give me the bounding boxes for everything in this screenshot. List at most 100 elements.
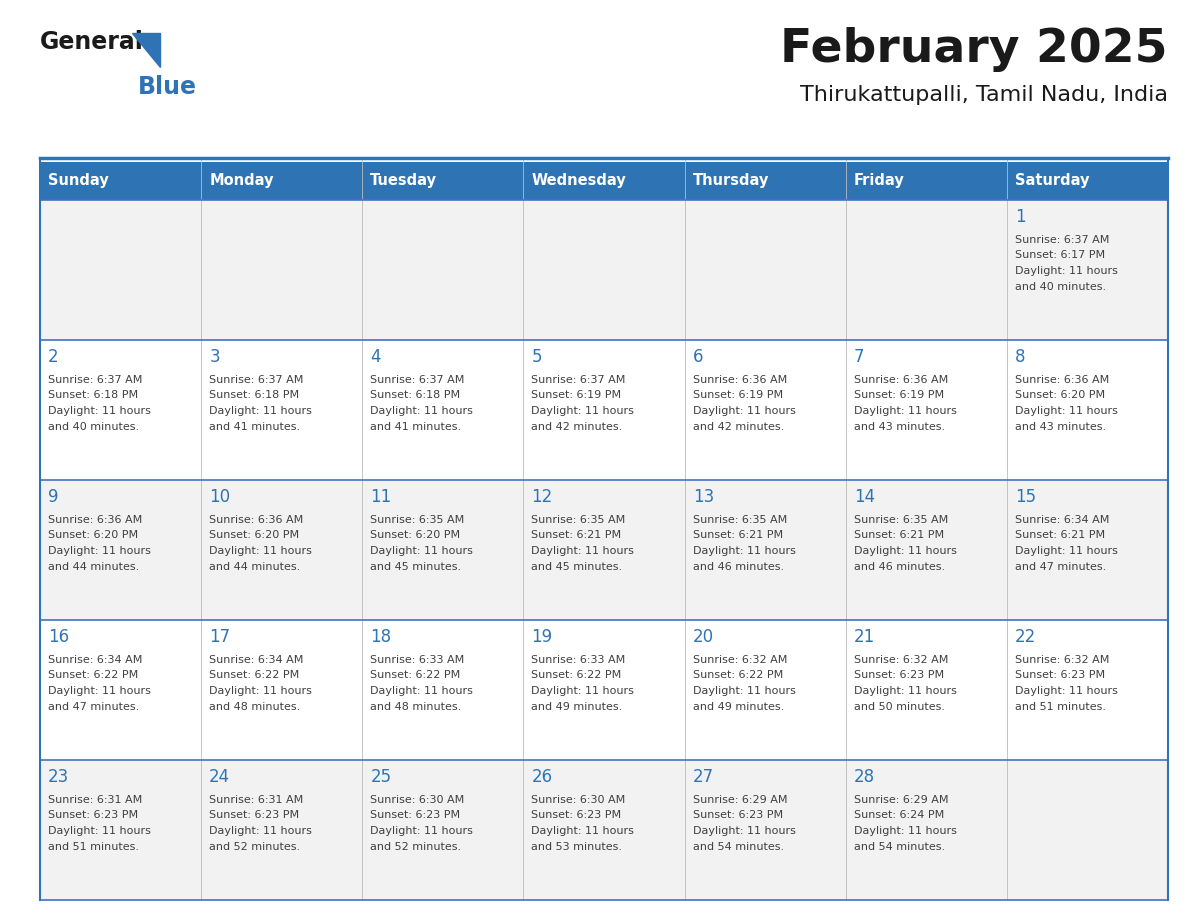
Bar xyxy=(846,480,1007,620)
Bar xyxy=(846,760,1007,900)
Text: 25: 25 xyxy=(371,768,392,787)
Text: Sunset: 6:24 PM: Sunset: 6:24 PM xyxy=(854,811,944,821)
Text: 14: 14 xyxy=(854,488,874,507)
Text: Sunset: 6:23 PM: Sunset: 6:23 PM xyxy=(854,670,944,680)
Text: Daylight: 11 hours: Daylight: 11 hours xyxy=(209,686,312,696)
Text: Sunset: 6:22 PM: Sunset: 6:22 PM xyxy=(209,670,299,680)
Text: 18: 18 xyxy=(371,629,392,646)
Text: Sunday: Sunday xyxy=(48,174,109,188)
Text: Sunrise: 6:30 AM: Sunrise: 6:30 AM xyxy=(531,795,626,805)
Text: and 42 minutes.: and 42 minutes. xyxy=(693,421,784,431)
Text: Sunrise: 6:36 AM: Sunrise: 6:36 AM xyxy=(693,375,786,385)
Text: and 48 minutes.: and 48 minutes. xyxy=(371,701,462,711)
Text: and 54 minutes.: and 54 minutes. xyxy=(854,842,944,852)
Text: 2: 2 xyxy=(48,349,58,366)
Text: Sunrise: 6:37 AM: Sunrise: 6:37 AM xyxy=(48,375,143,385)
Text: Sunset: 6:18 PM: Sunset: 6:18 PM xyxy=(371,390,461,400)
Bar xyxy=(201,340,362,480)
Text: and 46 minutes.: and 46 minutes. xyxy=(854,562,944,572)
Text: Sunrise: 6:31 AM: Sunrise: 6:31 AM xyxy=(209,795,303,805)
Bar xyxy=(524,620,684,760)
Text: Sunset: 6:23 PM: Sunset: 6:23 PM xyxy=(531,811,621,821)
Text: 6: 6 xyxy=(693,349,703,366)
Text: Daylight: 11 hours: Daylight: 11 hours xyxy=(209,826,312,836)
Text: and 40 minutes.: and 40 minutes. xyxy=(48,421,139,431)
Text: 21: 21 xyxy=(854,629,876,646)
Text: Daylight: 11 hours: Daylight: 11 hours xyxy=(48,546,151,556)
Text: Daylight: 11 hours: Daylight: 11 hours xyxy=(371,826,473,836)
Bar xyxy=(524,760,684,900)
Bar xyxy=(846,162,1007,200)
Text: Daylight: 11 hours: Daylight: 11 hours xyxy=(854,686,956,696)
Bar xyxy=(846,200,1007,340)
Text: Sunrise: 6:30 AM: Sunrise: 6:30 AM xyxy=(371,795,465,805)
Text: and 40 minutes.: and 40 minutes. xyxy=(1015,282,1106,292)
Text: Wednesday: Wednesday xyxy=(531,174,626,188)
Text: Sunrise: 6:31 AM: Sunrise: 6:31 AM xyxy=(48,795,143,805)
Text: Sunrise: 6:37 AM: Sunrise: 6:37 AM xyxy=(371,375,465,385)
Bar xyxy=(40,480,201,620)
Text: Daylight: 11 hours: Daylight: 11 hours xyxy=(1015,546,1118,556)
Text: and 52 minutes.: and 52 minutes. xyxy=(209,842,301,852)
Text: 15: 15 xyxy=(1015,488,1036,507)
Text: February 2025: February 2025 xyxy=(781,27,1168,72)
Bar xyxy=(1007,480,1168,620)
Text: and 54 minutes.: and 54 minutes. xyxy=(693,842,784,852)
Bar xyxy=(524,480,684,620)
Text: Sunset: 6:23 PM: Sunset: 6:23 PM xyxy=(371,811,461,821)
Bar xyxy=(362,200,524,340)
Bar xyxy=(846,340,1007,480)
Bar xyxy=(201,620,362,760)
Text: Sunset: 6:18 PM: Sunset: 6:18 PM xyxy=(48,390,138,400)
Text: Daylight: 11 hours: Daylight: 11 hours xyxy=(48,406,151,416)
Text: Sunset: 6:21 PM: Sunset: 6:21 PM xyxy=(854,531,944,541)
Text: Daylight: 11 hours: Daylight: 11 hours xyxy=(209,546,312,556)
Text: and 49 minutes.: and 49 minutes. xyxy=(531,701,623,711)
Text: Sunset: 6:17 PM: Sunset: 6:17 PM xyxy=(1015,251,1105,261)
Bar xyxy=(362,340,524,480)
Bar xyxy=(1007,340,1168,480)
Bar xyxy=(1007,162,1168,200)
Text: and 45 minutes.: and 45 minutes. xyxy=(531,562,623,572)
Bar xyxy=(684,760,846,900)
Text: and 41 minutes.: and 41 minutes. xyxy=(209,421,301,431)
Text: and 46 minutes.: and 46 minutes. xyxy=(693,562,784,572)
Text: 5: 5 xyxy=(531,349,542,366)
Text: and 49 minutes.: and 49 minutes. xyxy=(693,701,784,711)
Text: Daylight: 11 hours: Daylight: 11 hours xyxy=(1015,266,1118,276)
Text: Daylight: 11 hours: Daylight: 11 hours xyxy=(854,546,956,556)
Bar xyxy=(40,620,201,760)
Text: Daylight: 11 hours: Daylight: 11 hours xyxy=(48,826,151,836)
Text: Sunset: 6:22 PM: Sunset: 6:22 PM xyxy=(48,670,138,680)
Bar xyxy=(1007,760,1168,900)
Text: and 48 minutes.: and 48 minutes. xyxy=(209,701,301,711)
Text: Sunset: 6:23 PM: Sunset: 6:23 PM xyxy=(693,811,783,821)
Bar xyxy=(362,620,524,760)
Text: Sunset: 6:20 PM: Sunset: 6:20 PM xyxy=(371,531,461,541)
Bar xyxy=(201,480,362,620)
Text: 27: 27 xyxy=(693,768,714,787)
Text: Thursday: Thursday xyxy=(693,174,769,188)
Text: Monday: Monday xyxy=(209,174,273,188)
Text: Sunrise: 6:35 AM: Sunrise: 6:35 AM xyxy=(693,515,786,525)
Text: Daylight: 11 hours: Daylight: 11 hours xyxy=(693,826,796,836)
Text: Sunset: 6:21 PM: Sunset: 6:21 PM xyxy=(531,531,621,541)
Text: 3: 3 xyxy=(209,349,220,366)
Bar xyxy=(40,162,201,200)
Text: Daylight: 11 hours: Daylight: 11 hours xyxy=(693,546,796,556)
Bar xyxy=(1007,620,1168,760)
Text: Sunrise: 6:37 AM: Sunrise: 6:37 AM xyxy=(531,375,626,385)
Text: and 42 minutes.: and 42 minutes. xyxy=(531,421,623,431)
Text: Daylight: 11 hours: Daylight: 11 hours xyxy=(531,826,634,836)
Text: and 44 minutes.: and 44 minutes. xyxy=(209,562,301,572)
Text: 16: 16 xyxy=(48,629,69,646)
Text: Daylight: 11 hours: Daylight: 11 hours xyxy=(531,546,634,556)
Bar xyxy=(684,480,846,620)
Bar xyxy=(362,162,524,200)
Text: 1: 1 xyxy=(1015,208,1025,227)
Text: Friday: Friday xyxy=(854,174,904,188)
Text: Sunset: 6:20 PM: Sunset: 6:20 PM xyxy=(48,531,138,541)
Text: and 50 minutes.: and 50 minutes. xyxy=(854,701,944,711)
Text: Saturday: Saturday xyxy=(1015,174,1089,188)
Text: Daylight: 11 hours: Daylight: 11 hours xyxy=(371,406,473,416)
